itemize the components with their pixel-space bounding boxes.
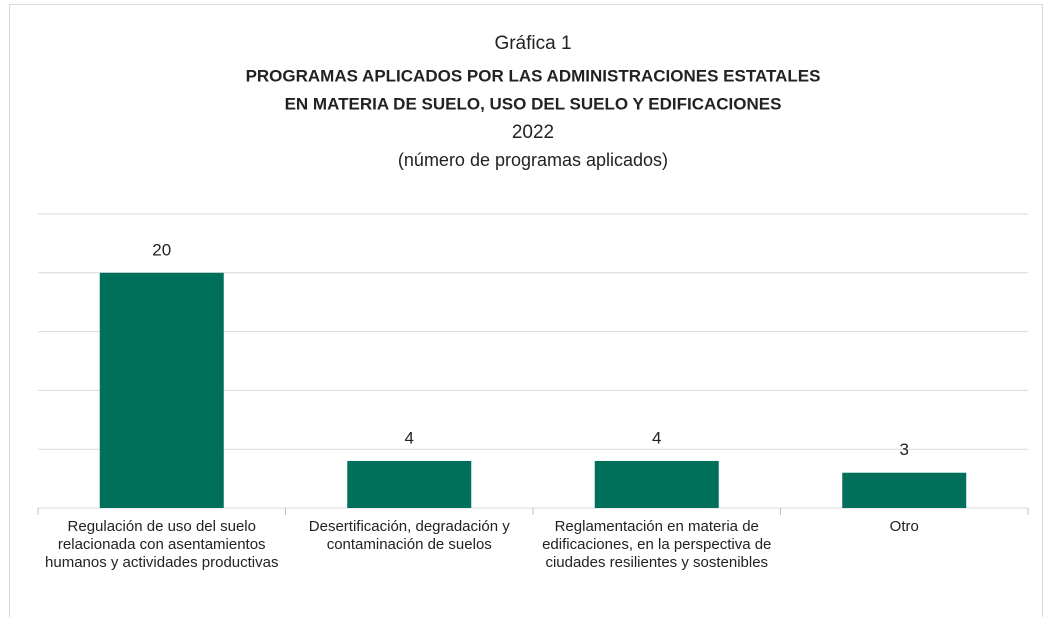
year-label: 2022 <box>512 122 554 143</box>
bar <box>347 460 472 508</box>
x-tick-label: Regulación de uso del suelo relacionada … <box>45 518 279 571</box>
bar <box>594 460 719 508</box>
x-tick-label: Desertificación, degradación y contamina… <box>308 518 510 553</box>
bar <box>842 472 967 508</box>
data-label: 4 <box>405 428 414 447</box>
x-tick-label: Reglamentación en materia de edificacion… <box>542 518 772 571</box>
bar <box>99 272 224 508</box>
chart-heading: EN MATERIA DE SUELO, USO DEL SUELO Y EDI… <box>285 94 782 113</box>
chart-title: Gráfica 1 <box>494 33 571 54</box>
data-label: 20 <box>152 240 171 259</box>
data-label: 4 <box>652 428 661 447</box>
x-tick-label: Otro <box>889 518 919 535</box>
chart-subtitle: (número de programas aplicados) <box>398 150 668 170</box>
data-label: 3 <box>900 440 909 459</box>
chart-heading: PROGRAMAS APLICADOS POR LAS ADMINISTRACI… <box>246 66 821 85</box>
